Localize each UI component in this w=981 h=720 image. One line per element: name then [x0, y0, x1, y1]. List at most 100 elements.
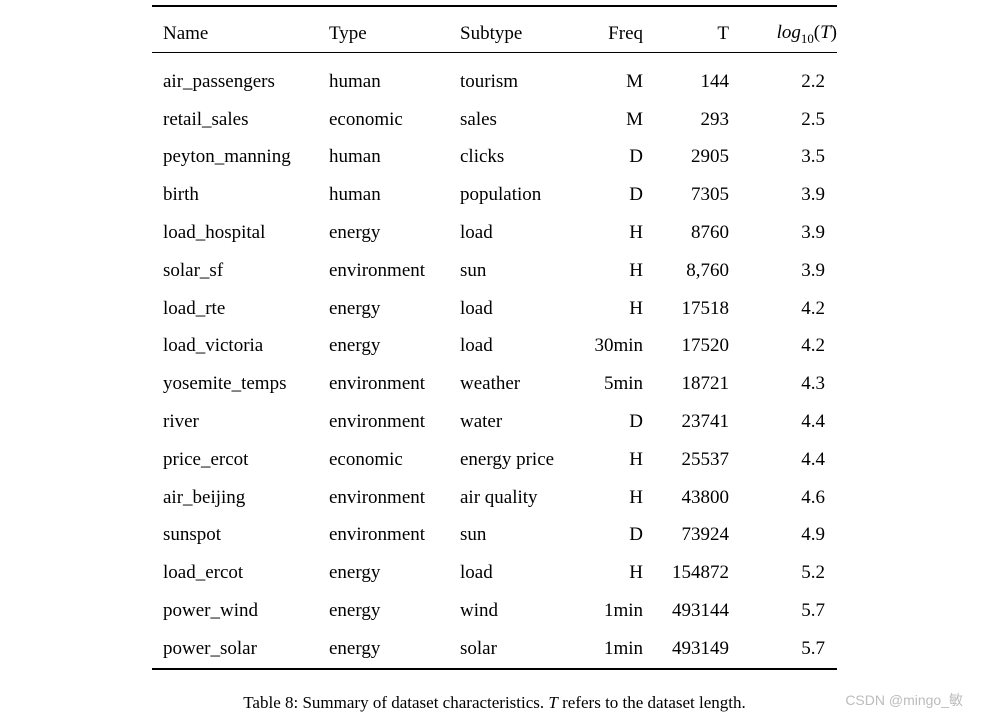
cell-t: 8760 [691, 222, 729, 244]
cell-freq: M [626, 70, 643, 92]
cell-log10_t: 4.6 [801, 486, 825, 508]
cell-t: 23741 [681, 411, 730, 433]
cell-type: human [329, 146, 381, 168]
cell-log10_t: 3.5 [801, 146, 825, 168]
cell-freq: H [629, 562, 643, 584]
cell-type: economic [329, 448, 403, 470]
caption-suffix: refers to the dataset length. [557, 693, 746, 712]
cell-log10_t: 2.5 [801, 108, 825, 130]
cell-t: 17518 [681, 297, 730, 319]
cell-name: load_hospital [163, 222, 266, 244]
dataset-table: Name Type Subtype Freq T log10(T) air_pa… [152, 5, 837, 670]
cell-type: human [329, 70, 381, 92]
cell-type: environment [329, 373, 426, 395]
table-row: power_solar energy solar 1min 493149 5.7 [152, 630, 837, 669]
cell-log10_t: 3.9 [801, 259, 825, 281]
cell-freq: D [629, 411, 643, 433]
cell-type: energy [329, 600, 381, 622]
cell-name: load_ercot [163, 562, 244, 584]
cell-name: birth [163, 184, 199, 206]
cell-name: power_wind [163, 600, 258, 622]
cell-name: solar_sf [163, 259, 224, 281]
cell-log10_t: 5.2 [801, 562, 825, 584]
cell-name: air_beijing [163, 486, 246, 508]
cell-type: environment [329, 486, 426, 508]
cell-log10_t: 5.7 [801, 637, 825, 659]
cell-name: yosemite_temps [163, 373, 287, 395]
cell-subtype: solar [460, 637, 497, 659]
cell-t: 18721 [681, 373, 730, 395]
cell-t: 7305 [691, 184, 729, 206]
table-row: solar_sf environment sun H 8,760 3.9 [152, 252, 837, 290]
cell-subtype: population [460, 184, 542, 206]
cell-t: 25537 [681, 448, 730, 470]
cell-name: power_solar [163, 637, 257, 659]
log-header-t: T [820, 21, 831, 43]
cell-t: 8,760 [686, 259, 729, 281]
cell-log10_t: 4.4 [801, 448, 825, 470]
cell-subtype: wind [460, 600, 498, 622]
cell-log10_t: 2.2 [801, 70, 825, 92]
cell-t: 493144 [672, 600, 729, 622]
cell-type: energy [329, 335, 381, 357]
table-row: price_ercot economic energy price H 25537 4.4 [152, 441, 837, 479]
cell-type: energy [329, 222, 381, 244]
cell-freq: H [629, 259, 643, 281]
column-header-name: Name [152, 6, 329, 53]
cell-subtype: load [460, 562, 493, 584]
cell-freq: 1min [603, 600, 643, 622]
log-header-close-paren: ) [830, 21, 837, 43]
cell-log10_t: 4.2 [801, 335, 825, 357]
cell-name: load_victoria [163, 335, 264, 357]
cell-subtype: air quality [460, 486, 538, 508]
cell-t: 2905 [691, 146, 729, 168]
cell-t: 493149 [672, 637, 729, 659]
table-row: load_victoria energy load 30min 17520 4.2 [152, 328, 837, 366]
cell-t: 293 [700, 108, 730, 130]
table-row: power_wind energy wind 1min 493144 5.7 [152, 592, 837, 630]
cell-subtype: tourism [460, 70, 519, 92]
cell-log10_t: 3.9 [801, 184, 825, 206]
caption-prefix: Table 8: Summary of dataset characterist… [243, 693, 549, 712]
cell-freq: 1min [603, 637, 643, 659]
cell-log10_t: 4.9 [801, 524, 825, 546]
column-header-type: Type [329, 6, 460, 53]
cell-freq: 30min [594, 335, 643, 357]
cell-freq: D [629, 146, 643, 168]
log-header-log: log [776, 21, 801, 43]
cell-log10_t: 4.2 [801, 297, 825, 319]
cell-freq: H [629, 222, 643, 244]
cell-t: 144 [700, 70, 730, 92]
table-header-row: Name Type Subtype Freq T log10(T) [152, 6, 837, 53]
table-row: yosemite_temps environment weather 5min 1872… [152, 365, 837, 403]
cell-name: sunspot [163, 524, 222, 546]
column-header-log10t: log10(T) [729, 6, 837, 53]
cell-type: environment [329, 524, 426, 546]
table-row: retail_sales economic sales M 293 2.5 [152, 101, 837, 139]
table-row: air_beijing environment air quality H 43800 4… [152, 479, 837, 517]
table-body: air_passengers human tourism M 144 2.2 retail_… [152, 53, 837, 669]
log-header-subscript: 10 [800, 30, 814, 46]
cell-name: retail_sales [163, 108, 249, 130]
column-header-freq: Freq [580, 6, 643, 53]
cell-freq: 5min [603, 373, 643, 395]
cell-type: human [329, 184, 381, 206]
table-row: birth human population D 7305 3.9 [152, 176, 837, 214]
cell-subtype: sun [460, 259, 487, 281]
cell-freq: H [629, 448, 643, 470]
cell-name: river [163, 411, 199, 433]
cell-freq: D [629, 524, 643, 546]
cell-type: energy [329, 637, 381, 659]
spacer-row [152, 53, 837, 64]
table-row: load_rte energy load H 17518 4.2 [152, 290, 837, 328]
cell-type: environment [329, 259, 426, 281]
table-caption: Table 8: Summary of dataset characterist… [152, 692, 837, 714]
cell-subtype: water [460, 411, 503, 433]
watermark: CSDN @mingo_敏 [845, 692, 963, 708]
table-row: sunspot environment sun D 73924 4.9 [152, 517, 837, 555]
cell-type: energy [329, 297, 381, 319]
cell-freq: M [626, 108, 643, 130]
table-row: peyton_manning human clicks D 2905 3.5 [152, 139, 837, 177]
cell-subtype: load [460, 297, 493, 319]
